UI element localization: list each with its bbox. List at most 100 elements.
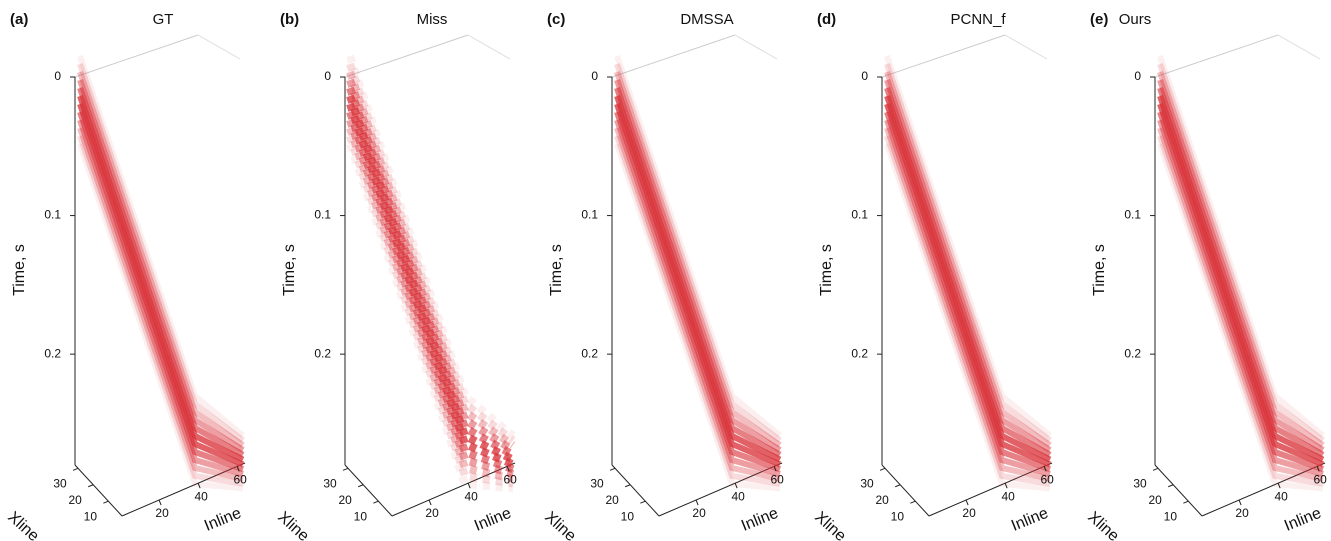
frame-line: [197, 34, 241, 60]
inline-axis: [121, 462, 246, 517]
seismic-event: [346, 142, 514, 493]
x-tick: [1316, 466, 1320, 472]
seismic-event: [346, 102, 515, 469]
frame-line: [344, 34, 469, 78]
x-axis-label: Inline: [472, 505, 514, 535]
x-tick: [695, 499, 699, 506]
seismic-event: [884, 71, 1052, 448]
x-tick-label: 20: [962, 506, 976, 520]
x-tick: [197, 483, 201, 489]
z-tick-label: 30: [1133, 476, 1147, 490]
z-tick: [88, 484, 94, 488]
y-tick-label: 0.2: [581, 346, 598, 360]
seismic-event: [884, 127, 1051, 482]
seismic-event: [884, 143, 1051, 492]
seismic-event: [1157, 55, 1325, 438]
y-tick-label: 0: [861, 69, 868, 83]
seismic-event: [346, 126, 514, 483]
y-tick-label: 0.1: [44, 208, 61, 222]
seismic-event: [1157, 71, 1325, 448]
seismic-event: [346, 54, 516, 439]
x-tick-label: 40: [464, 489, 478, 503]
seismic-event: [884, 119, 1051, 477]
x-tick-label: 60: [234, 473, 248, 487]
z-tick-label: 20: [69, 493, 83, 507]
z-tick: [640, 500, 646, 504]
frame-line: [1277, 34, 1321, 60]
y-tick-label: 0.1: [314, 208, 331, 222]
z-axis-label: Xline: [4, 509, 42, 541]
seismic-event: [884, 111, 1052, 473]
x-tick: [158, 499, 162, 506]
seismic-event: [1157, 119, 1324, 477]
y-axis-label: Time, s: [818, 244, 835, 296]
x-axis-label: Inline: [739, 505, 781, 535]
x-tick-label: 20: [692, 506, 706, 520]
panel-label: (e): [1090, 11, 1108, 28]
seismic-event: [346, 134, 514, 488]
seismic-event: [1157, 135, 1324, 487]
panel-title: Ours: [1119, 11, 1152, 28]
x-tick: [1238, 499, 1242, 506]
z-tick: [1152, 467, 1159, 471]
z-tick-label: 30: [53, 476, 67, 490]
seismic-event: [346, 70, 516, 449]
seismic-event: [346, 86, 515, 459]
z-tick: [895, 484, 901, 488]
y-tick-label: 0.2: [314, 346, 331, 360]
seismic-event: [77, 135, 244, 487]
x-tick-label: 40: [1274, 489, 1288, 503]
inline-axis: [391, 462, 516, 517]
seismic-event: [1157, 143, 1324, 492]
panel-title: DMSSA: [680, 11, 733, 28]
z-tick: [342, 467, 349, 471]
x-tick-label: 20: [155, 506, 169, 520]
seismic-event: [614, 135, 781, 487]
y-tick-label: 0: [591, 69, 598, 83]
z-tick-label: 20: [876, 493, 890, 507]
z-tick: [72, 467, 79, 471]
seismic-event: [614, 111, 782, 473]
x-tick-label: 60: [504, 473, 518, 487]
y-axis-label: Time, s: [1091, 244, 1108, 296]
z-axis-label: Xline: [274, 509, 312, 541]
y-axis-label: Time, s: [281, 244, 298, 296]
seismic-event: [614, 143, 781, 492]
inline-axis: [658, 462, 783, 517]
seismic-event: [77, 127, 244, 482]
x-tick: [1043, 466, 1047, 472]
x-tick: [467, 483, 471, 489]
x-axis-label: Inline: [1282, 505, 1324, 535]
z-tick-label: 10: [84, 509, 98, 523]
frame-line: [611, 34, 736, 78]
z-axis-label: Xline: [1084, 509, 1122, 541]
xline-axis: [611, 464, 660, 517]
x-tick: [236, 466, 240, 472]
y-tick-label: 0.2: [851, 346, 868, 360]
frame-line: [881, 34, 1006, 78]
panel-title: Miss: [417, 11, 448, 28]
z-tick-label: 10: [354, 509, 368, 523]
x-tick-label: 60: [771, 473, 785, 487]
seismic-event: [1157, 111, 1325, 473]
y-tick-label: 0: [54, 69, 61, 83]
xline-axis: [74, 464, 123, 517]
x-axis-label: Inline: [1009, 505, 1051, 535]
z-tick: [609, 467, 616, 471]
seismic-event: [346, 78, 516, 454]
x-tick: [734, 483, 738, 489]
x-tick: [1004, 483, 1008, 489]
frame-line: [1154, 34, 1279, 78]
seismic-event: [346, 118, 515, 478]
y-tick-label: 0: [1134, 69, 1141, 83]
y-axis-label: Time, s: [548, 244, 565, 296]
seismic-event: [77, 119, 244, 477]
x-tick-label: 40: [731, 489, 745, 503]
x-tick-label: 40: [194, 489, 208, 503]
z-tick-label: 20: [339, 493, 353, 507]
